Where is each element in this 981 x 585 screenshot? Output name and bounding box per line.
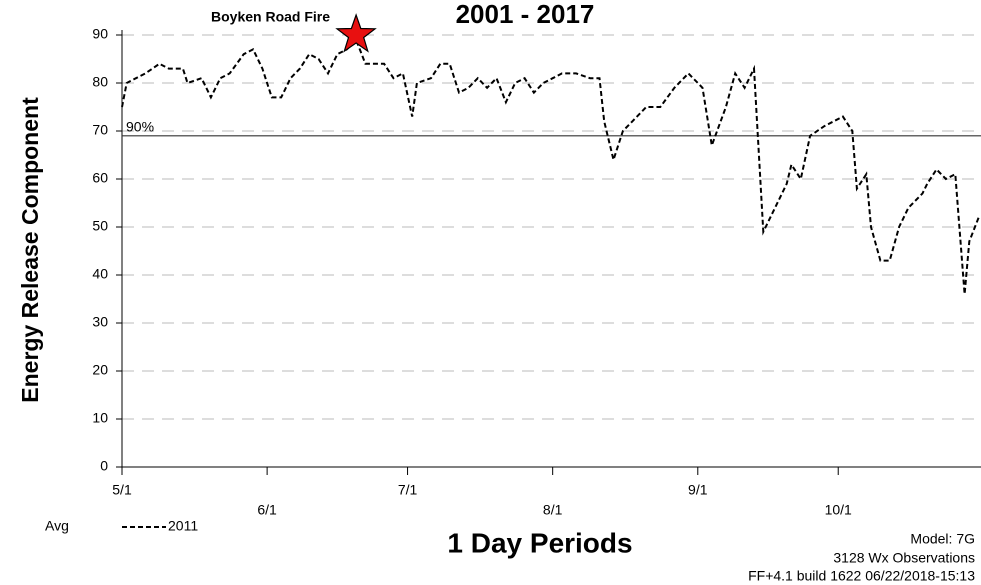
x-tick-label: 8/1 [543, 502, 563, 518]
annotation-star [335, 13, 377, 53]
y-tick-label: 70 [92, 122, 108, 138]
note: Model: 7G [910, 531, 975, 547]
y-tick-label: 10 [92, 410, 108, 426]
x-tick-label: 7/1 [398, 482, 418, 498]
legend-label: 2011 [168, 518, 198, 534]
x-tick-label: 6/1 [257, 502, 277, 518]
reference-label: 90% [126, 119, 154, 135]
series-line [121, 37, 980, 295]
chart-title: 2001 - 2017 [456, 0, 595, 29]
y-tick-label: 40 [92, 266, 108, 282]
legend-title: Avg [45, 518, 69, 534]
y-tick-label: 20 [92, 362, 108, 378]
note: 3128 Wx Observations [833, 550, 975, 566]
y-tick-label: 60 [92, 170, 108, 186]
y-tick-label: 30 [92, 314, 108, 330]
y-axis-label: Energy Release Component [17, 97, 43, 403]
x-tick-label: 9/1 [688, 482, 708, 498]
y-tick-label: 80 [92, 74, 108, 90]
note: FF+4.1 build 1622 06/22/2018-15:13 [748, 568, 975, 584]
y-tick-label: 50 [92, 218, 108, 234]
y-tick-label: 0 [100, 458, 108, 474]
x-tick-label: 5/1 [112, 482, 132, 498]
y-tick-label: 90 [92, 26, 108, 42]
x-tick-label: 10/1 [825, 502, 852, 518]
annotation-label: Boyken Road Fire [211, 9, 330, 25]
x-axis-label: 1 Day Periods [447, 527, 632, 558]
